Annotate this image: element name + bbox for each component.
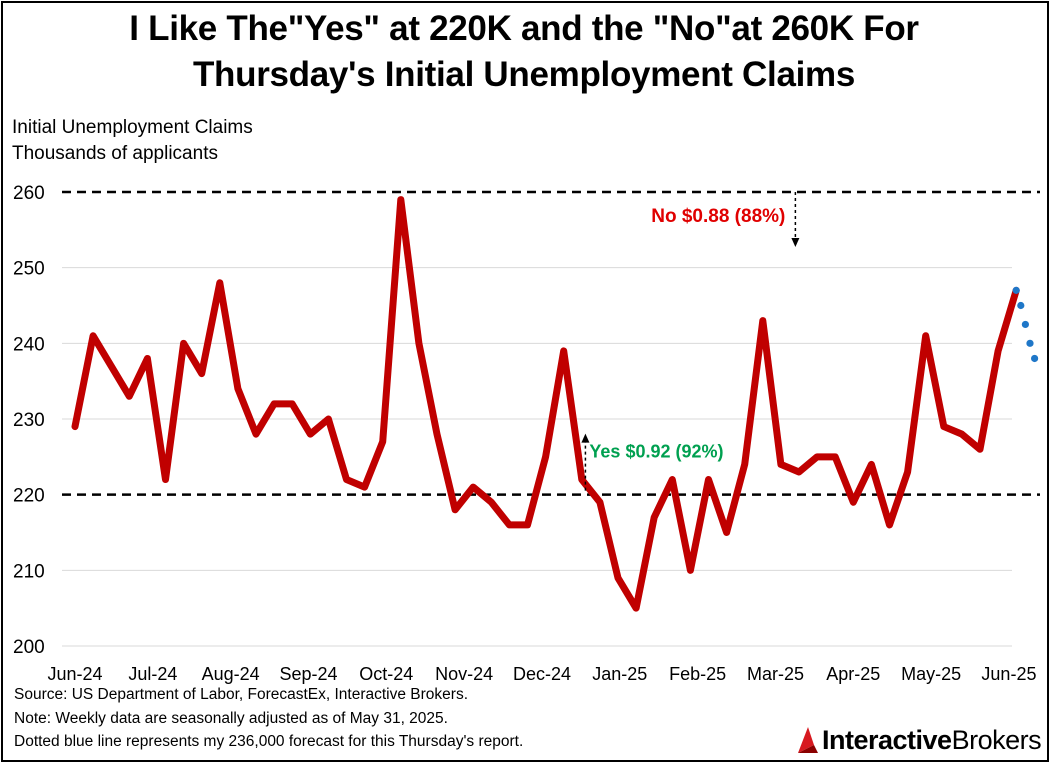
- interactive-brokers-logo: InteractiveBrokers: [794, 722, 1042, 758]
- series-actual-claims-line: [71, 196, 1020, 612]
- source-note: Source: US Department of Labor, Forecast…: [14, 686, 469, 703]
- chart-title: I Like The"Yes" at 220K and the "No"at 2…: [0, 6, 1048, 98]
- y-tick-label: 260: [13, 183, 45, 204]
- yes-arrow-head: [581, 433, 590, 443]
- x-tick-label: Jun-25: [981, 664, 1036, 684]
- y-tick-label: 200: [13, 637, 45, 658]
- title-line-1: I Like The"Yes" at 220K and the "No"at 2…: [129, 9, 919, 48]
- line-chart: 200 210 220 230 240 250 260 Jun-24 Jul-24 Aug-24 S…: [13, 183, 1040, 684]
- x-tick-label: Jun-24: [47, 664, 102, 684]
- forecast-point: [1017, 301, 1025, 310]
- x-tick-label: Dec-24: [513, 664, 571, 684]
- yes-price-label: Yes $0.92 (92%): [589, 442, 723, 462]
- x-tick-label: May-25: [901, 664, 961, 684]
- x-tick-label: Mar-25: [747, 664, 804, 684]
- x-tick-label: Nov-24: [435, 664, 493, 684]
- x-tick-label: Aug-24: [202, 664, 260, 684]
- brokers-logo-icon: [798, 727, 818, 753]
- forecast-point: [1026, 339, 1034, 347]
- x-tick-label: Feb-25: [669, 664, 726, 684]
- forecast-point: [1021, 320, 1029, 329]
- y-tick-label: 210: [13, 561, 45, 582]
- title-line-2: Thursday's Initial Unemployment Claims: [192, 55, 856, 94]
- x-tick-label: Jan-25: [592, 664, 647, 684]
- forecast-point: [1012, 286, 1020, 294]
- seasonal-note: Note: Weekly data are seasonally adjuste…: [14, 710, 448, 727]
- logo-text-regular: Brokers: [951, 724, 1042, 755]
- logo-text-bold: Interactive: [822, 724, 952, 755]
- y-tick-label: 240: [13, 334, 45, 355]
- x-tick-label: Apr-25: [826, 664, 880, 684]
- forecast-note: Dotted blue line represents my 236,000 f…: [14, 733, 524, 750]
- y-tick-label: 250: [13, 259, 45, 280]
- y-tick-label: 230: [13, 410, 45, 431]
- y-axis-title: Initial Unemployment Claims: [12, 117, 253, 138]
- no-arrow-head: [791, 238, 800, 247]
- no-price-label: No $0.88 (88%): [651, 206, 785, 227]
- x-tick-label: Sep-24: [279, 664, 337, 684]
- x-tick-label: Jul-24: [128, 664, 177, 684]
- forecast-point: [1031, 354, 1039, 363]
- y-tick-label: 220: [13, 486, 45, 507]
- x-tick-label: Oct-24: [359, 664, 413, 684]
- y-axis-unit: Thousands of applicants: [12, 143, 218, 164]
